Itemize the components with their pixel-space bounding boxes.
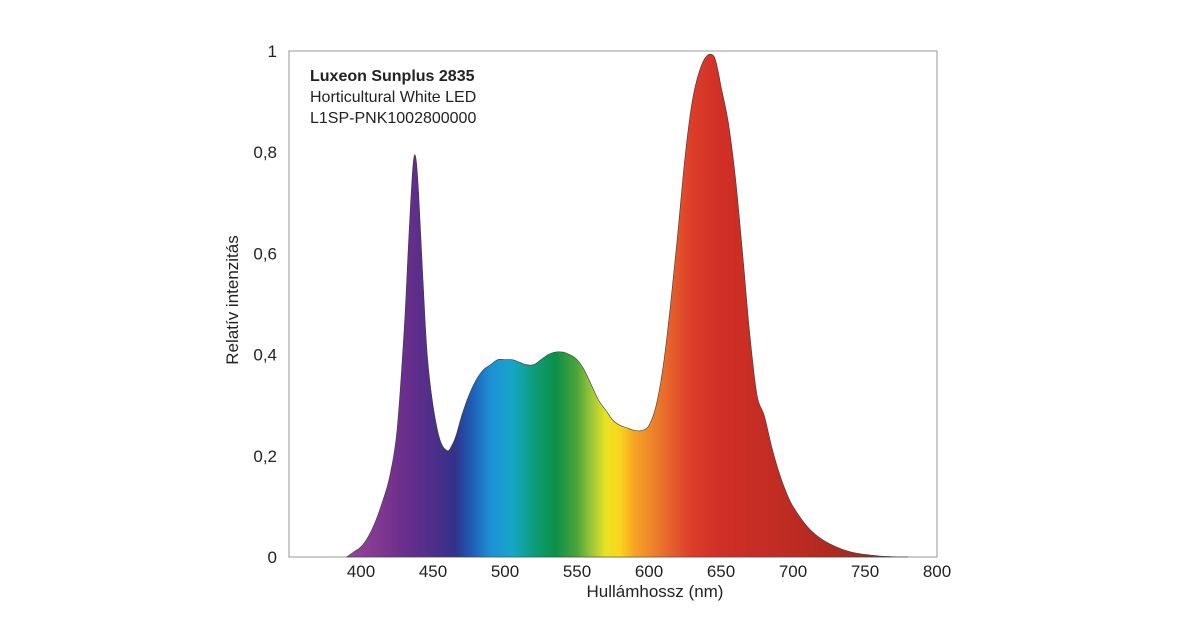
x-tick-label: 550 bbox=[563, 562, 591, 581]
x-tick-label: 500 bbox=[491, 562, 519, 581]
y-tick-label: 0 bbox=[268, 548, 277, 567]
x-tick-label: 400 bbox=[347, 562, 375, 581]
y-tick-label: 0,6 bbox=[253, 244, 277, 263]
x-tick-label: 700 bbox=[779, 562, 807, 581]
spectrum-area bbox=[345, 53, 909, 558]
y-tick-label: 1 bbox=[268, 42, 277, 61]
y-tick-label: 0,2 bbox=[253, 447, 277, 466]
legend-block: Luxeon Sunplus 2835 Horticultural White … bbox=[310, 68, 476, 127]
legend-product-name: Luxeon Sunplus 2835 bbox=[310, 68, 475, 85]
x-tick-label: 450 bbox=[419, 562, 447, 581]
legend-product-type: Horticultural White LED bbox=[310, 89, 476, 106]
x-tick-label: 800 bbox=[923, 562, 951, 581]
x-tick-label: 650 bbox=[707, 562, 735, 581]
x-axis-ticks: 400 450 500 550 600 650 700 750 800 bbox=[347, 562, 951, 581]
x-tick-label: 750 bbox=[851, 562, 879, 581]
x-tick-label: 600 bbox=[635, 562, 663, 581]
x-axis-title: Hullámhossz (nm) bbox=[587, 582, 724, 601]
y-axis-title: Relatív intenzitás bbox=[223, 235, 242, 364]
y-tick-label: 0,8 bbox=[253, 143, 277, 162]
y-tick-label: 0,4 bbox=[253, 346, 277, 365]
y-axis-ticks: 0 0,2 0,4 0,6 0,8 1 bbox=[253, 42, 277, 567]
legend-product-code: L1SP-PNK1002800000 bbox=[310, 110, 476, 127]
